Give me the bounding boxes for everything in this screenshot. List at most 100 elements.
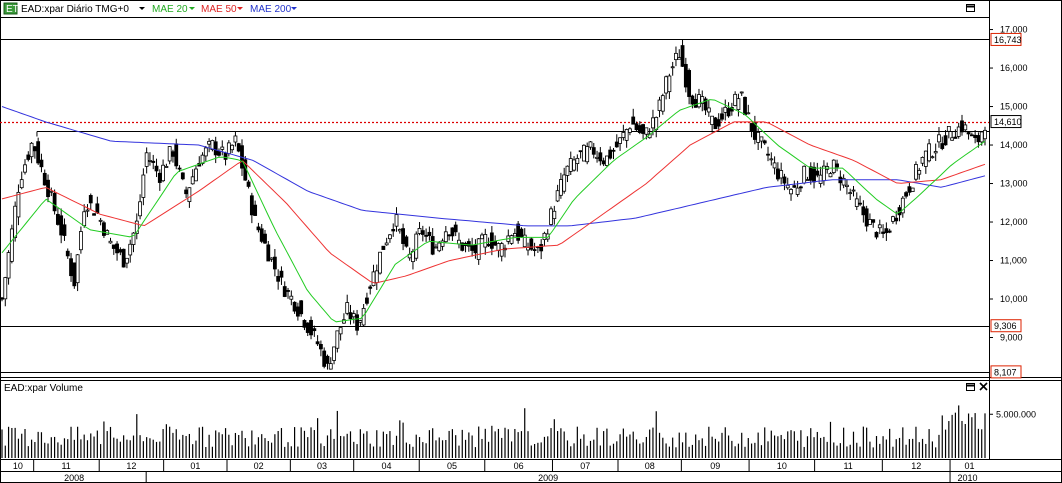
price-level-box xyxy=(990,32,1022,46)
candle-body xyxy=(108,240,113,244)
candle-body xyxy=(779,170,784,179)
candle-body xyxy=(9,228,14,262)
price-level-box xyxy=(990,365,1022,379)
candle-body xyxy=(739,91,744,94)
candle-body xyxy=(32,146,37,152)
ma20-dropdown-icon[interactable] xyxy=(189,7,195,10)
candle-body xyxy=(394,214,399,227)
candle-body xyxy=(378,251,382,274)
tradingview-icon: ET xyxy=(3,2,19,15)
price-level-label: 14,610 xyxy=(994,117,1022,127)
candle-body xyxy=(828,173,833,178)
candle-body xyxy=(203,147,208,157)
candle-body xyxy=(220,146,225,150)
candle-body xyxy=(88,195,93,204)
candle-body xyxy=(397,229,402,232)
candle-body xyxy=(62,224,67,236)
candle-body xyxy=(976,135,981,143)
candle-body xyxy=(585,146,590,163)
candle-body xyxy=(401,228,405,244)
candle-body xyxy=(749,123,754,132)
candle-body xyxy=(39,159,44,168)
candle-body xyxy=(128,243,133,256)
candle-body xyxy=(443,231,448,243)
candle-body xyxy=(680,45,685,67)
price-axis-label: 15,000 xyxy=(1000,102,1028,112)
candle-body xyxy=(969,134,974,137)
candle-body xyxy=(65,250,70,257)
volume-maximize-icon[interactable] xyxy=(966,383,975,391)
candle-body xyxy=(509,235,514,244)
candle-body xyxy=(299,300,304,315)
month-label: 09 xyxy=(710,461,720,471)
candle-body xyxy=(522,234,527,248)
ma200-dropdown-icon[interactable] xyxy=(291,7,297,10)
symbol-dropdown-icon[interactable] xyxy=(139,7,145,10)
year-label: 2009 xyxy=(538,473,558,483)
candle-body xyxy=(930,156,935,159)
candle-body xyxy=(568,158,573,172)
candle-body xyxy=(858,202,862,205)
candle-body xyxy=(167,146,172,162)
price-plot xyxy=(0,39,989,373)
price-axis-label: 9,000 xyxy=(1000,333,1023,343)
candle-body xyxy=(207,140,212,145)
maximize-icon[interactable] xyxy=(966,4,975,12)
candle-body xyxy=(766,153,770,156)
candle-body xyxy=(657,99,662,111)
candle-body xyxy=(368,286,373,289)
candle-body xyxy=(85,209,90,212)
candle-body xyxy=(835,163,839,168)
price-axis-label: 13,000 xyxy=(1000,179,1028,189)
candle-body xyxy=(950,137,955,141)
close-icon[interactable] xyxy=(979,382,988,391)
candle-body xyxy=(549,208,553,225)
candle-body xyxy=(289,295,294,300)
candle-body xyxy=(226,142,231,155)
candle-body xyxy=(756,131,761,143)
candle-body xyxy=(138,201,142,217)
candle-body xyxy=(161,164,165,182)
candle-body xyxy=(302,320,307,328)
candle-body xyxy=(49,190,54,193)
month-label: 12 xyxy=(126,461,136,471)
candle-body xyxy=(13,205,18,238)
candle-body xyxy=(532,249,537,251)
price-axis-label: 11,000 xyxy=(1000,256,1027,266)
candle-body xyxy=(473,244,478,254)
ma50-line xyxy=(1,121,986,284)
candle-body xyxy=(683,63,688,88)
month-label: 07 xyxy=(580,461,590,471)
candle-body xyxy=(342,319,346,324)
candle-body xyxy=(782,176,787,184)
candle-body xyxy=(26,154,31,160)
candle-body xyxy=(374,270,379,284)
candle-body xyxy=(75,254,80,284)
candle-body xyxy=(772,162,777,169)
candle-body xyxy=(6,252,11,279)
candle-body xyxy=(318,344,323,350)
candle-body xyxy=(348,312,353,320)
candle-body xyxy=(187,187,192,203)
candle-body xyxy=(328,363,333,370)
candle-body xyxy=(259,228,264,242)
candle-body xyxy=(483,234,488,248)
candle-body xyxy=(733,93,738,106)
candle-body xyxy=(351,313,356,318)
candle-body xyxy=(276,276,281,282)
candle-body xyxy=(118,249,123,253)
candle-body xyxy=(601,160,606,165)
candle-body xyxy=(164,166,169,168)
candle-body xyxy=(358,320,363,323)
ma50-dropdown-icon[interactable] xyxy=(237,7,243,10)
candle-body xyxy=(605,155,609,166)
candle-body xyxy=(286,290,290,292)
month-label: 10 xyxy=(13,461,23,471)
volume-plot xyxy=(1,405,986,458)
candle-body xyxy=(223,152,228,160)
candle-body xyxy=(808,166,813,181)
candle-body xyxy=(269,257,274,260)
candle-body xyxy=(424,234,429,237)
candle-body xyxy=(295,306,300,317)
